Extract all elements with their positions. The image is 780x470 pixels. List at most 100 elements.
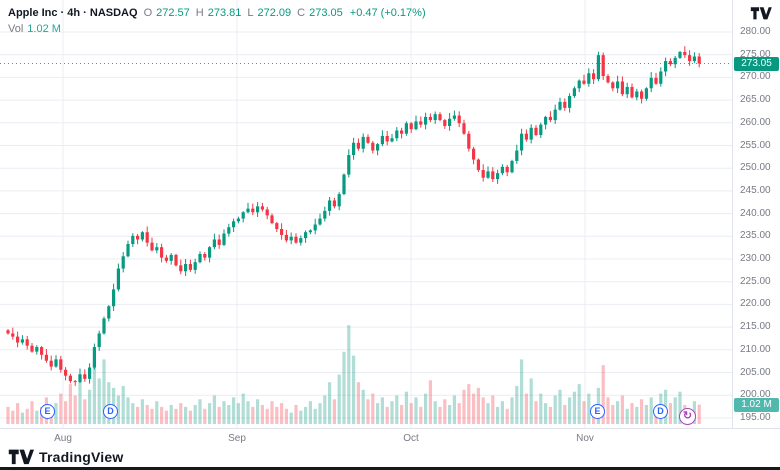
event-marker-e[interactable]: E	[40, 404, 55, 419]
price-axis[interactable]: 280.00 275.00 270.00 265.00 260.00 255.00 250.…	[733, 0, 780, 428]
candle-body	[6, 330, 10, 334]
volume-bar	[140, 399, 144, 424]
candle-body	[193, 262, 197, 270]
candle-body	[563, 101, 567, 108]
candle-body	[496, 173, 500, 180]
candle-body	[54, 359, 58, 367]
time-axis[interactable]: Aug Sep Oct Nov	[0, 428, 780, 450]
volume-bar	[472, 393, 476, 424]
high-value: 273.81	[207, 7, 242, 19]
price-tick-label: 260.00	[740, 116, 771, 128]
candle-body	[688, 55, 692, 62]
candle-body	[227, 227, 231, 234]
volume-bar	[620, 395, 624, 424]
volume-bar	[179, 403, 183, 424]
chart-canvas[interactable]	[0, 0, 780, 445]
volume-bar	[697, 404, 701, 424]
candle-body	[102, 318, 106, 334]
volume-bar	[582, 401, 586, 424]
candle-body	[241, 212, 245, 219]
low-value: 272.09	[257, 7, 292, 19]
volume-bar	[400, 405, 404, 424]
event-marker-e[interactable]: E	[590, 404, 605, 419]
price-tick-label: 250.00	[740, 162, 771, 174]
candle-body	[332, 200, 336, 207]
volume-bar	[500, 401, 504, 424]
candle-body	[371, 142, 375, 151]
candle-body	[395, 130, 399, 139]
volume-bar	[160, 406, 164, 424]
candle-body	[92, 347, 96, 368]
volume-bar	[35, 410, 39, 424]
volume-bar	[337, 374, 341, 424]
refresh-icon[interactable]: ↻	[679, 408, 696, 425]
candle-body	[452, 115, 456, 119]
volume-bar	[121, 386, 125, 424]
price-tick-label: 220.00	[740, 298, 771, 310]
volume-bar	[462, 389, 466, 424]
volume-bar	[371, 393, 375, 424]
volume-bar	[481, 397, 485, 424]
volume-bar	[352, 355, 356, 424]
candle-body	[145, 232, 149, 243]
volume-bar	[227, 405, 231, 424]
volume-bar	[92, 363, 96, 424]
candle-body	[640, 91, 644, 99]
candle-body	[284, 234, 288, 241]
volume-bar	[131, 403, 135, 424]
volume-bar	[275, 406, 279, 424]
volume-bar	[640, 399, 644, 424]
candle-body	[126, 244, 130, 257]
close-label: C	[297, 7, 306, 19]
candle-body	[246, 208, 250, 213]
tradingview-mark-icon[interactable]	[750, 6, 772, 20]
candle-body	[251, 208, 255, 213]
candle-body	[44, 354, 48, 361]
volume-bar	[476, 387, 480, 424]
candle-body	[644, 88, 648, 99]
tradingview-attribution[interactable]: TradingView	[8, 448, 123, 465]
volume-bar	[347, 325, 351, 424]
volume-bar	[246, 401, 250, 424]
volume-bar	[577, 384, 581, 424]
candle-body	[481, 170, 485, 178]
candle-body	[524, 133, 528, 140]
event-marker-d[interactable]: D	[653, 404, 668, 419]
volume-bar	[332, 399, 336, 424]
volume-bar	[428, 380, 432, 424]
candle-body	[188, 263, 192, 270]
volume-bar	[568, 397, 572, 424]
volume-bar	[68, 384, 72, 424]
symbol-title[interactable]: Apple Inc · 4h · NASDAQ	[8, 7, 138, 19]
candle-body	[212, 239, 216, 248]
open-label: O	[143, 7, 153, 19]
volume-bar	[16, 403, 20, 424]
candle-body	[294, 236, 298, 243]
volume-bar	[328, 382, 332, 424]
volume-bar	[529, 378, 533, 424]
volume-bar	[97, 378, 101, 424]
last-price-badge: 273.05	[734, 56, 779, 71]
volume-bar	[395, 395, 399, 424]
candle-body	[217, 239, 221, 245]
candle-body	[668, 61, 672, 65]
event-marker-d[interactable]: D	[103, 404, 118, 419]
candle-body	[467, 133, 471, 149]
candle-body	[596, 55, 600, 80]
candle-body	[203, 254, 207, 258]
volume-bar	[424, 393, 428, 424]
volume-bar	[505, 408, 509, 424]
candle-body	[160, 247, 164, 258]
high-label: H	[195, 7, 204, 19]
volume-bar	[467, 384, 471, 424]
volume-bar	[54, 403, 58, 424]
volume-bar	[289, 412, 293, 424]
candle-body	[16, 336, 20, 343]
candle-body	[400, 130, 404, 134]
candle-body	[649, 77, 653, 89]
tradingview-logo-text: TradingView	[39, 448, 124, 465]
candle-body	[505, 166, 509, 173]
volume-bar	[606, 397, 610, 424]
candle-body	[510, 160, 514, 173]
volume-bar	[83, 399, 87, 424]
